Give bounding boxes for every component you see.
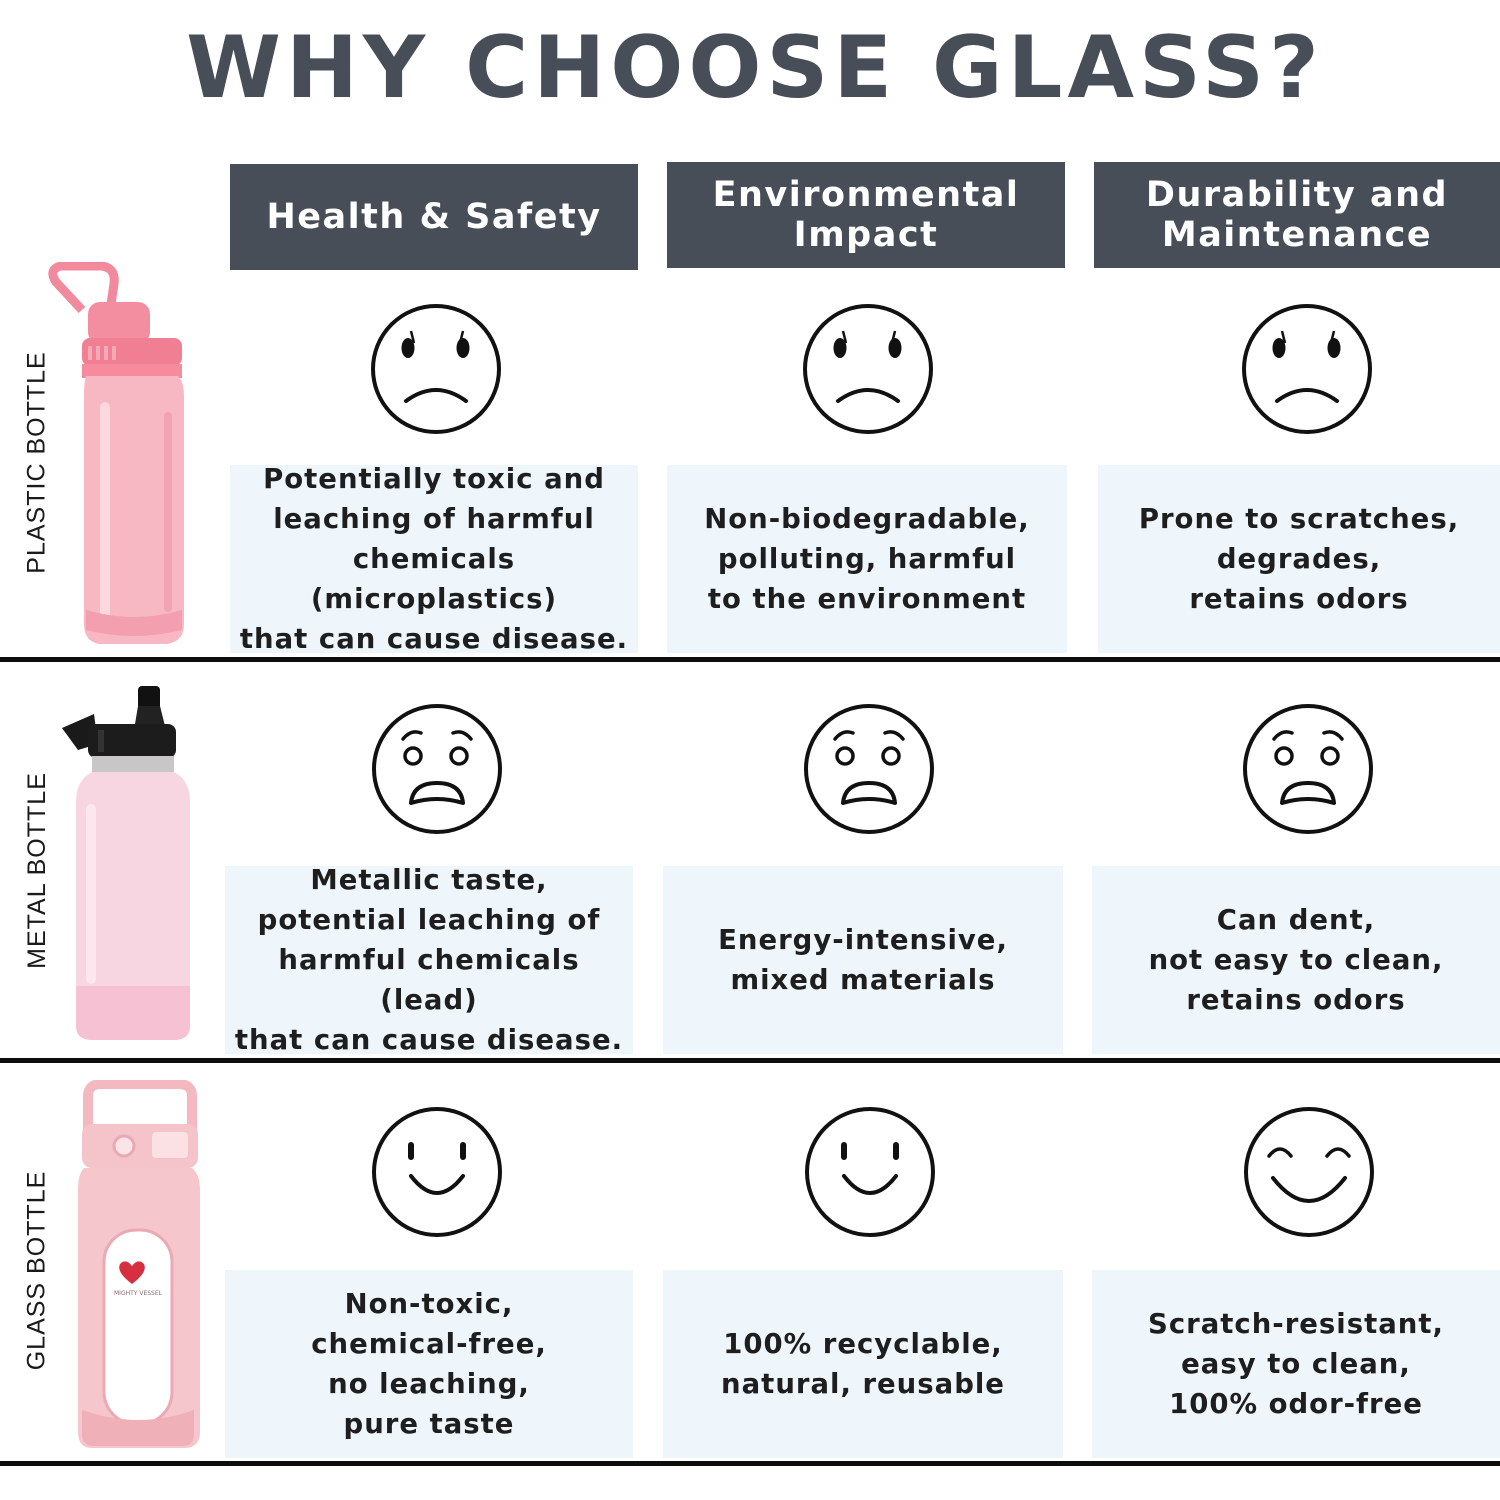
column-header-label: Environmental Impact <box>712 175 1020 255</box>
worried-face-icon <box>804 704 934 834</box>
column-header-environmental-impact: Environmental Impact <box>667 162 1065 268</box>
row-divider <box>0 657 1500 662</box>
sad-face-icon <box>371 304 501 434</box>
heart-logo-icon <box>119 1261 145 1284</box>
worried-face-icon <box>372 704 502 834</box>
cell-plastic-environment: Non-biodegradable, polluting, harmful to… <box>667 465 1067 653</box>
cell-plastic-health: Potentially toxic and leaching of harmfu… <box>230 463 638 655</box>
bottle-logo-text: MIGHTY VESSEL <box>114 1290 163 1297</box>
cell-glass-durability: Scratch-resistant, easy to clean, 100% o… <box>1092 1270 1500 1458</box>
metal-bottle-image <box>62 686 190 1040</box>
row-divider <box>0 1058 1500 1063</box>
page-title: WHY CHOOSE GLASS? <box>186 18 1324 118</box>
column-header-label: Health & Safety <box>266 197 602 237</box>
column-header-label: Durability and Maintenance <box>1145 175 1449 255</box>
cell-glass-health: Non-toxic, chemical-free, no leaching, p… <box>225 1270 633 1458</box>
happy-closed-eyes-face-icon <box>1244 1107 1374 1237</box>
cell-glass-environment: 100% recyclable, natural, reusable <box>663 1270 1063 1458</box>
smiling-face-icon <box>372 1107 502 1237</box>
cell-metal-durability: Can dent, not easy to clean, retains odo… <box>1092 866 1500 1054</box>
plastic-bottle-image <box>48 262 184 644</box>
column-header-health-safety: Health & Safety <box>230 164 638 270</box>
cell-plastic-durability: Prone to scratches, degrades, retains od… <box>1098 465 1500 653</box>
row-divider <box>0 1461 1500 1466</box>
sad-face-icon <box>1242 304 1372 434</box>
sad-face-icon <box>803 304 933 434</box>
glass-bottle-image: MIGHTY VESSEL <box>78 1080 200 1448</box>
cell-metal-environment: Energy-intensive, mixed materials <box>663 866 1063 1054</box>
cell-metal-health: Metallic taste, potential leaching of ha… <box>225 864 633 1056</box>
smiling-face-icon <box>805 1107 935 1237</box>
column-header-durability-maintenance: Durability and Maintenance <box>1094 162 1500 268</box>
worried-face-icon <box>1243 704 1373 834</box>
row-label-glass-bottle: GLASS BOTTLE <box>22 1170 51 1370</box>
